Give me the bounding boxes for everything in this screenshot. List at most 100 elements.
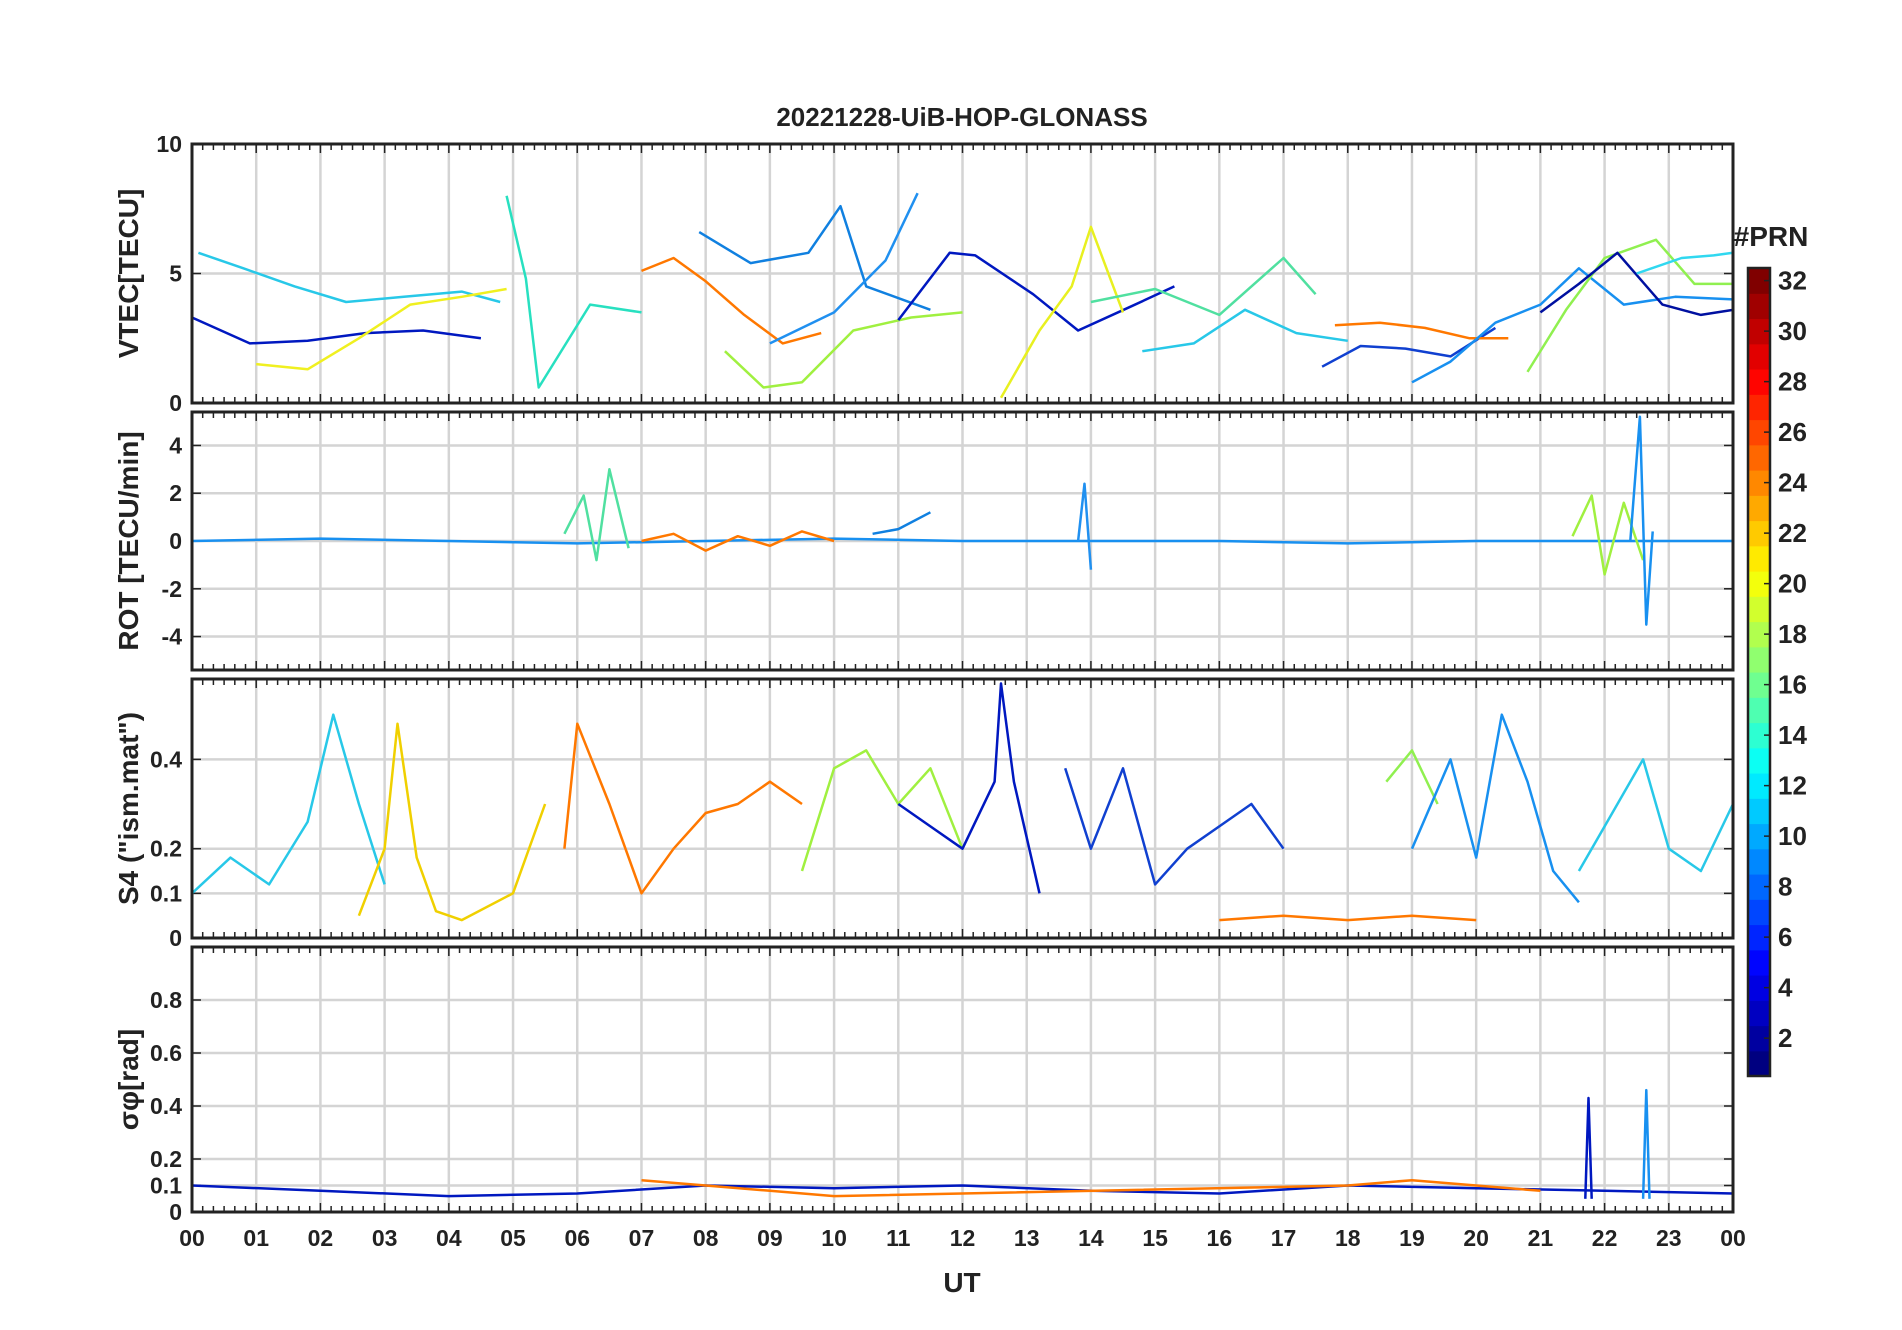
x-tick-label: 22 xyxy=(1592,1225,1618,1251)
series-line xyxy=(641,530,835,552)
colorbar-segment xyxy=(1748,975,1770,1001)
colorbar-segment xyxy=(1748,596,1770,623)
series-line xyxy=(256,287,507,371)
colorbar-tick-label: 32 xyxy=(1778,266,1807,296)
colorbar-tick-label: 28 xyxy=(1778,367,1807,397)
y-tick-label: 0.4 xyxy=(150,746,182,772)
colorbar-label: #PRN xyxy=(1734,221,1809,252)
colorbar-segment xyxy=(1748,343,1770,370)
y-axis-label: VTEC[TECU] xyxy=(113,189,144,359)
colorbar-segment xyxy=(1748,848,1770,875)
x-tick-label: 21 xyxy=(1528,1225,1554,1251)
series-group xyxy=(192,192,1733,399)
y-tick-label: 10 xyxy=(156,131,182,157)
x-tick-label: 02 xyxy=(308,1225,334,1251)
series-line xyxy=(1410,713,1580,904)
y-tick-label: 5 xyxy=(169,261,182,287)
colorbar-segment xyxy=(1748,470,1770,496)
plot-frame xyxy=(190,945,1735,1214)
series-line xyxy=(1571,494,1645,576)
series-line xyxy=(698,204,931,311)
colorbar-segment xyxy=(1748,722,1770,749)
series-line xyxy=(1539,251,1733,317)
colorbar-tick-label: 20 xyxy=(1778,569,1807,599)
y-tick-label: 0.2 xyxy=(150,836,182,862)
series-line xyxy=(897,682,1041,894)
series-group xyxy=(192,682,1733,922)
colorbar-segment xyxy=(1748,773,1770,799)
colorbar-frame xyxy=(1746,266,1772,1078)
panel-vtec: 0 5 10 VTEC[TECU] xyxy=(113,131,1735,416)
colorbar-segment xyxy=(1748,924,1770,951)
y-tick-label: 4 xyxy=(169,432,182,458)
x-tick-label: 00 xyxy=(1720,1225,1746,1251)
x-tick-label: 11 xyxy=(886,1225,911,1251)
x-tick-label: 18 xyxy=(1335,1225,1361,1251)
x-tick-label: 15 xyxy=(1142,1225,1168,1251)
series-group xyxy=(192,415,1733,626)
colorbar-segment xyxy=(1748,318,1770,345)
colorbar-segment xyxy=(1748,672,1770,698)
series-line xyxy=(357,722,547,922)
colorbar-tick-label: 12 xyxy=(1778,771,1807,801)
plot-frame xyxy=(190,142,1735,405)
series-line xyxy=(563,468,630,562)
colorbar-segment xyxy=(1748,293,1770,320)
colorbar-segment xyxy=(1748,495,1770,522)
colorbar-segment xyxy=(1748,369,1770,395)
y-tick-label: 0.8 xyxy=(150,987,182,1013)
series-line xyxy=(724,311,963,389)
series-line xyxy=(192,1184,1733,1198)
series-line xyxy=(1629,415,1654,626)
x-tick-label: 17 xyxy=(1271,1225,1297,1251)
x-tick-label: 04 xyxy=(436,1225,462,1251)
x-tick-label: 09 xyxy=(757,1225,783,1251)
y-tick-label: 0 xyxy=(169,390,182,416)
x-tick-label: 08 xyxy=(693,1225,719,1251)
y-tick-label: 0 xyxy=(169,528,182,554)
colorbar-tick-label: 24 xyxy=(1778,468,1807,498)
y-tick-label: -2 xyxy=(162,576,182,602)
series-line xyxy=(192,537,1733,545)
colorbar-tick-label: 4 xyxy=(1778,973,1793,1003)
colorbar-tick-label: 14 xyxy=(1778,720,1807,750)
x-tick-label: 07 xyxy=(629,1225,655,1251)
y-tick-label: 0.6 xyxy=(150,1040,182,1066)
y-tick-label: 0 xyxy=(169,925,182,951)
series-line xyxy=(1219,914,1477,922)
colorbar-segment xyxy=(1748,419,1770,446)
colorbar-segment xyxy=(1748,747,1770,774)
x-tick-label: 05 xyxy=(500,1225,526,1251)
colorbar-segment xyxy=(1748,697,1770,724)
colorbar-tick-label: 30 xyxy=(1778,316,1807,346)
x-tick-label: 03 xyxy=(372,1225,398,1251)
chart-title: 20221228-UiB-HOP-GLONASS xyxy=(776,102,1147,132)
panel-s4: 0 0.1 0.2 0.4S4 ("ism.mat") xyxy=(113,677,1735,951)
series-line xyxy=(192,713,386,895)
colorbar-segment xyxy=(1748,1025,1770,1052)
y-tick-label: 0.1 xyxy=(150,880,182,906)
x-tick-label: 13 xyxy=(1014,1225,1040,1251)
colorbar-segment xyxy=(1748,798,1770,825)
series-line xyxy=(1636,251,1733,275)
series-line xyxy=(872,511,931,536)
series-line xyxy=(192,316,482,345)
panel-rot: -4 -2 0 2 4 ROT [TECU/min] xyxy=(113,410,1735,672)
series-line xyxy=(897,251,1175,332)
panel-sigma-phi: 00.10.2 0.4 0.6 0.8σφ[rad] 00 01 02 03 04 05 06 07 0… xyxy=(113,945,1746,1251)
x-tick-label: 23 xyxy=(1656,1225,1682,1251)
colorbar-tick-label: 26 xyxy=(1778,417,1807,447)
series-line xyxy=(1411,267,1733,384)
series-line xyxy=(1142,308,1348,353)
y-axis-label: σφ[rad] xyxy=(113,1029,144,1130)
series-line xyxy=(800,749,964,872)
series-line xyxy=(1321,326,1497,368)
y-tick-label: 0.2 xyxy=(150,1146,182,1172)
series-line xyxy=(641,1178,1541,1198)
x-tick-label: 19 xyxy=(1399,1225,1425,1251)
series-line xyxy=(1641,1088,1651,1199)
y-axis-label: ROT [TECU/min] xyxy=(113,431,144,650)
series-line xyxy=(1334,321,1509,340)
colorbar-tick-label: 2 xyxy=(1778,1023,1792,1053)
